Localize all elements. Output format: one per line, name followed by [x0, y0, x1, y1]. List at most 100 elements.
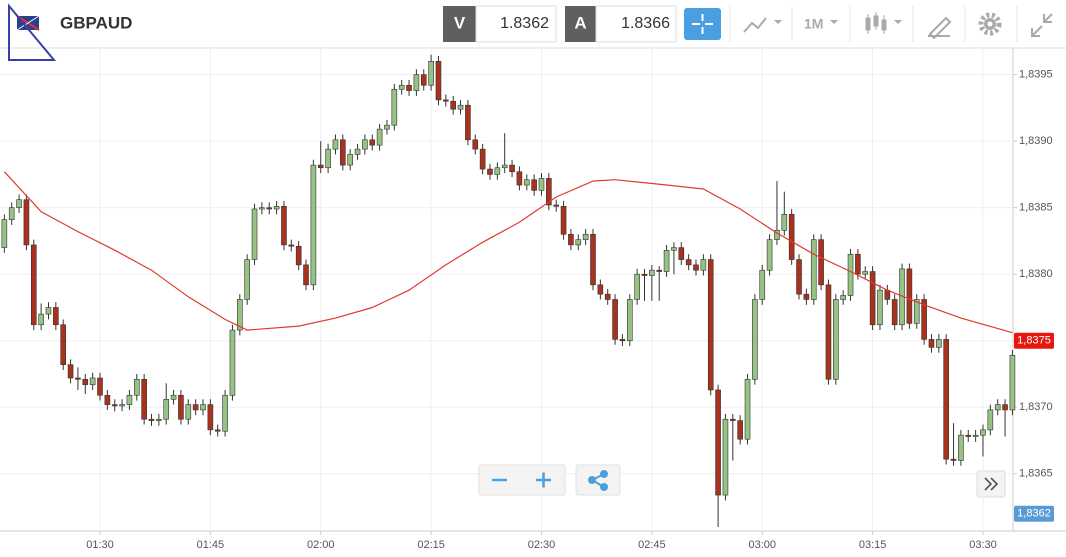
candle-body — [553, 204, 560, 207]
settings-button[interactable] — [978, 12, 1002, 36]
candle-body — [303, 264, 309, 286]
candle-body — [641, 273, 648, 276]
x-tick-label: 03:30 — [969, 539, 997, 551]
candle-body — [479, 148, 486, 170]
scroll-latest-button[interactable] — [976, 470, 1006, 498]
candle-body — [420, 74, 427, 86]
candle-body — [156, 418, 162, 421]
collapse-button[interactable] — [1031, 13, 1053, 37]
candle-style-button[interactable] — [865, 12, 902, 34]
candle-body — [398, 84, 405, 90]
candle-body — [384, 124, 390, 130]
candle-body — [391, 88, 398, 126]
candle-body — [509, 164, 515, 173]
zoom-in[interactable] — [536, 472, 551, 488]
y-tick-label: 1,8365 — [1019, 468, 1053, 480]
candle-body — [369, 139, 376, 146]
candle-body — [465, 104, 471, 141]
candle-body — [406, 84, 412, 91]
candle-body — [913, 299, 920, 324]
candle-body — [472, 139, 479, 150]
candle-body — [781, 214, 788, 231]
candle-body — [325, 148, 331, 169]
moving-average-line — [3, 171, 1013, 334]
candle-body — [310, 164, 317, 286]
candle-body — [170, 394, 177, 400]
candle-body — [707, 259, 714, 391]
y-tick-label: 1,8370 — [1019, 401, 1053, 413]
candle-body — [273, 206, 280, 210]
candle-body — [825, 284, 832, 380]
candle-body — [671, 247, 677, 251]
crosshair-button[interactable] — [684, 8, 721, 40]
candle-body — [295, 245, 302, 266]
candle-body — [126, 394, 133, 405]
candle-body — [752, 299, 758, 380]
candle-body — [921, 299, 927, 340]
bid-price: 1.8362 — [500, 15, 549, 32]
candle-body — [347, 154, 353, 166]
candle-body — [891, 299, 898, 326]
ask-button[interactable] — [565, 6, 596, 42]
zoom-controls — [478, 464, 621, 496]
x-tick-label: 02:45 — [638, 539, 666, 551]
candle-body — [362, 139, 368, 150]
draw-button[interactable] — [928, 16, 952, 40]
candle-body — [965, 434, 972, 437]
candle-body — [501, 164, 508, 169]
candle-body — [936, 339, 942, 348]
candle-body — [75, 377, 81, 380]
ask-price: 1.8366 — [621, 15, 670, 32]
candle-body — [575, 239, 582, 246]
candle-body — [413, 74, 420, 91]
chart-type-button[interactable] — [743, 17, 782, 33]
y-tick-label: 1,8395 — [1019, 69, 1053, 81]
candle-body — [192, 404, 199, 411]
candle-body — [111, 404, 118, 407]
candle-body — [744, 379, 751, 440]
candle-body — [340, 139, 346, 166]
candle-body — [60, 324, 67, 365]
candle-body — [185, 404, 192, 420]
candle-body — [178, 394, 184, 420]
candle-body — [435, 61, 442, 101]
price-marker — [1014, 332, 1054, 349]
candle-body — [67, 364, 74, 379]
candle-body — [266, 207, 273, 210]
timeframe-arrow — [830, 20, 838, 24]
share-button[interactable] — [588, 470, 608, 491]
candle-body — [428, 61, 434, 86]
candle-body — [288, 244, 295, 247]
candle-body — [693, 264, 699, 271]
bid-box[interactable] — [475, 5, 557, 43]
candle-body — [869, 271, 876, 326]
candle-body — [994, 404, 1001, 411]
ask-box[interactable] — [595, 5, 677, 43]
x-tick-label: 01:45 — [197, 539, 225, 551]
candle-body — [494, 167, 501, 175]
candle-body — [546, 178, 552, 206]
candle-body — [1002, 404, 1008, 411]
ask-letter: A — [574, 13, 586, 32]
x-tick-label: 02:15 — [417, 539, 445, 551]
candle-body — [663, 249, 670, 272]
x-tick-label: 02:00 — [307, 539, 335, 551]
candle-body — [354, 148, 361, 155]
candle-body — [163, 398, 170, 420]
candle-body — [818, 239, 824, 286]
candle-body — [766, 239, 773, 271]
candle-body — [281, 206, 287, 246]
candle-body — [443, 99, 449, 102]
candle-body — [53, 307, 59, 326]
flag-icon[interactable] — [8, 3, 57, 61]
candle-body — [980, 429, 986, 436]
candle-body — [82, 379, 89, 385]
candle-body — [759, 269, 766, 300]
timeframe[interactable]: 1M — [804, 16, 823, 32]
x-tick-label: 03:00 — [748, 539, 776, 551]
x-tick-label: 02:30 — [528, 539, 556, 551]
candle-body — [251, 208, 258, 260]
candle-body — [604, 293, 611, 300]
bid-button[interactable] — [443, 6, 476, 42]
